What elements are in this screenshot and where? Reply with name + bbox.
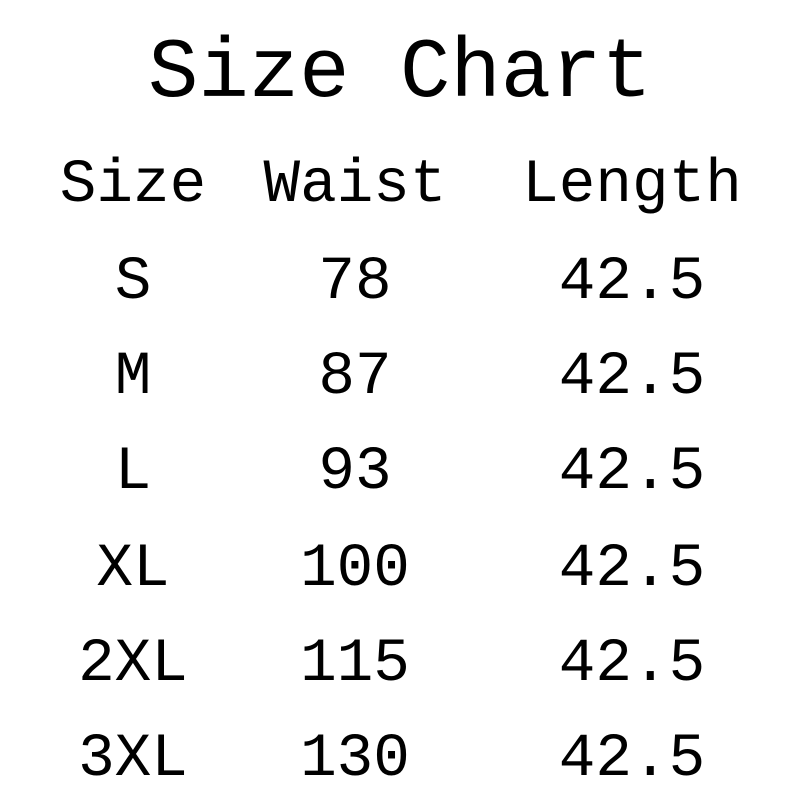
header-waist: Waist xyxy=(263,151,447,220)
length-cell: 42.5 xyxy=(558,630,706,699)
waist-cell: 87 xyxy=(318,343,392,412)
table-row: S 78 42.5 xyxy=(0,235,800,330)
waist-cell: 93 xyxy=(318,438,392,507)
table-header-row: Size Waist Length xyxy=(0,138,800,233)
table-row: L 93 42.5 xyxy=(0,425,800,520)
size-cell: L xyxy=(114,438,152,507)
table-row: M 87 42.5 xyxy=(0,330,800,425)
length-cell: 42.5 xyxy=(558,343,706,412)
header-size: Size xyxy=(59,151,207,220)
waist-cell: 130 xyxy=(300,725,410,794)
size-cell: M xyxy=(114,343,152,412)
page-title: Size Chart xyxy=(147,27,653,122)
header-length: Length xyxy=(522,151,742,220)
table-row: XL 100 42.5 xyxy=(0,522,800,617)
waist-cell: 115 xyxy=(300,630,410,699)
size-cell: S xyxy=(114,248,152,317)
table-row: 2XL 115 42.5 xyxy=(0,617,800,712)
waist-cell: 78 xyxy=(318,248,392,317)
length-cell: 42.5 xyxy=(558,248,706,317)
size-cell: 2XL xyxy=(78,630,188,699)
length-cell: 42.5 xyxy=(558,438,706,507)
table-row: 3XL 130 42.5 xyxy=(0,712,800,807)
length-cell: 42.5 xyxy=(558,535,706,604)
size-cell: XL xyxy=(96,535,170,604)
waist-cell: 100 xyxy=(300,535,410,604)
length-cell: 42.5 xyxy=(558,725,706,794)
size-cell: 3XL xyxy=(78,725,188,794)
